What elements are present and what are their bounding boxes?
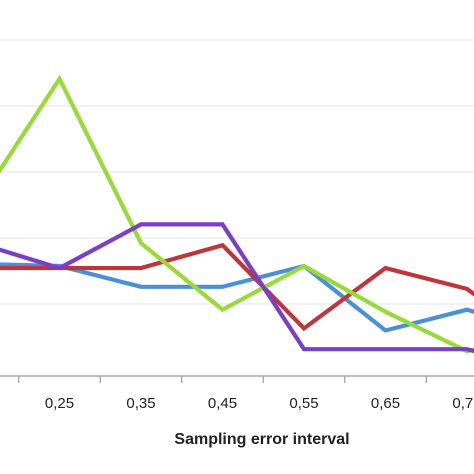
series-lines	[0, 74, 474, 354]
grid-lines	[0, 39, 474, 305]
x-tick-label: 0,45	[208, 395, 237, 412]
x-axis-title: Sampling error interval	[174, 431, 349, 448]
x-tick-label: 0,25	[45, 395, 74, 412]
series-line-4	[0, 222, 474, 354]
series-line-3	[0, 74, 474, 354]
x-axis-ticks	[18, 376, 427, 383]
x-tick-label: 0,65	[371, 395, 400, 412]
x-tick-label: 0,75	[452, 395, 474, 412]
x-tick-label: 0,55	[289, 395, 318, 412]
x-axis-tick-labels: 0,25 0,35 0,45 0,55 0,65 0,75	[45, 395, 474, 412]
x-tick-label: 0,35	[126, 395, 155, 412]
